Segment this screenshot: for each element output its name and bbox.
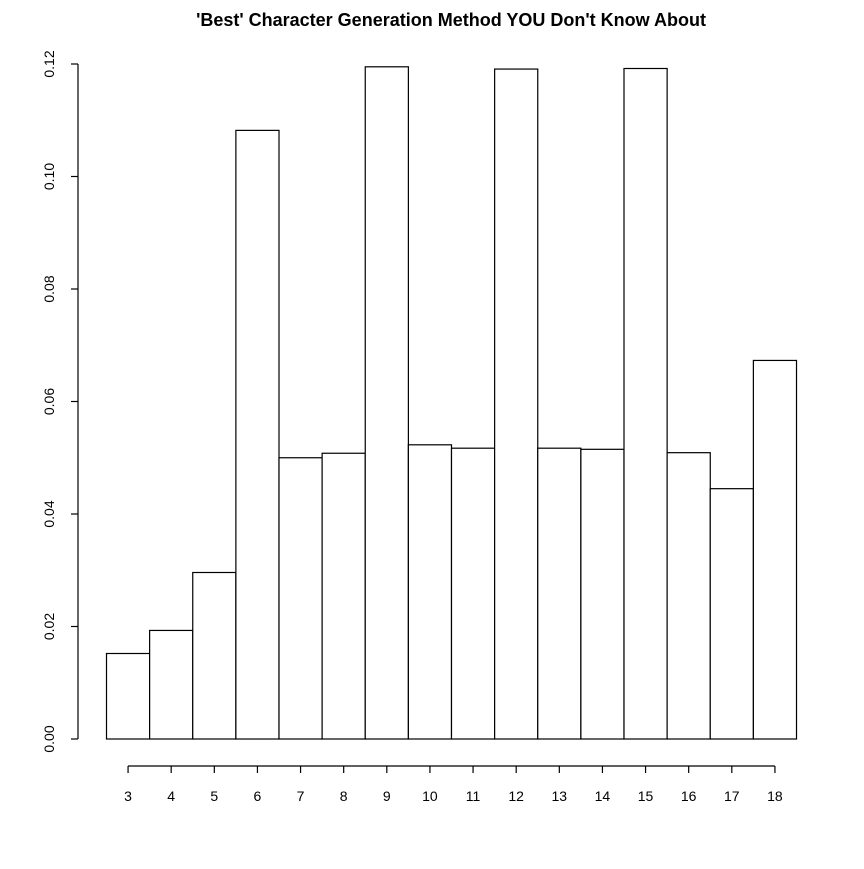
bar-7	[278, 457, 323, 740]
x-tick-label: 4	[167, 788, 175, 804]
bar-4	[149, 629, 194, 740]
y-tick-label: 0.00	[41, 725, 57, 752]
bar-13	[537, 447, 582, 740]
y-tick-label: 0.08	[41, 275, 57, 302]
x-tick-label: 11	[466, 788, 481, 804]
x-tick-label: 18	[767, 788, 783, 804]
bar-14	[580, 448, 625, 740]
x-tick-label: 6	[254, 788, 262, 804]
x-tick-label: 3	[124, 788, 132, 804]
x-tick-label: 13	[552, 788, 568, 804]
x-tick-label: 17	[724, 788, 740, 804]
x-tick-label: 7	[297, 788, 305, 804]
chart-title: 'Best' Character Generation Method YOU D…	[196, 10, 706, 30]
bar-10	[407, 444, 453, 740]
bar-11	[450, 447, 496, 740]
x-tick-label: 15	[638, 788, 654, 804]
y-tick-label: 0.10	[41, 163, 57, 190]
y-tick-label: 0.12	[41, 50, 57, 77]
y-axis: 0.00 0.02 0.04 0.06 0.08 0.10 0.12	[41, 50, 79, 753]
bar-9	[364, 66, 409, 740]
x-tick-label: 16	[681, 788, 697, 804]
y-tick-label: 0.06	[41, 388, 57, 415]
bar-17	[709, 488, 754, 740]
bar-8	[321, 452, 366, 740]
x-tick-label: 9	[383, 788, 391, 804]
x-tick-label: 10	[422, 788, 438, 804]
bar-6	[235, 129, 280, 740]
bar-18	[752, 359, 798, 740]
y-tick-label: 0.02	[41, 613, 57, 640]
x-tick-label: 12	[508, 788, 524, 804]
x-tick-label: 8	[340, 788, 348, 804]
x-axis: 3 4 5 6 7 8 9 10 11 12 13 14 15 16 17 18	[124, 765, 783, 804]
x-tick-label: 5	[210, 788, 218, 804]
x-tick-label: 14	[595, 788, 611, 804]
y-tick-label: 0.04	[41, 500, 57, 527]
bar-15	[623, 67, 668, 740]
bar-5	[192, 571, 237, 740]
bar-16	[666, 452, 711, 740]
bar-12	[494, 68, 539, 740]
bars-group	[105, 66, 798, 740]
bar-3	[105, 652, 151, 740]
